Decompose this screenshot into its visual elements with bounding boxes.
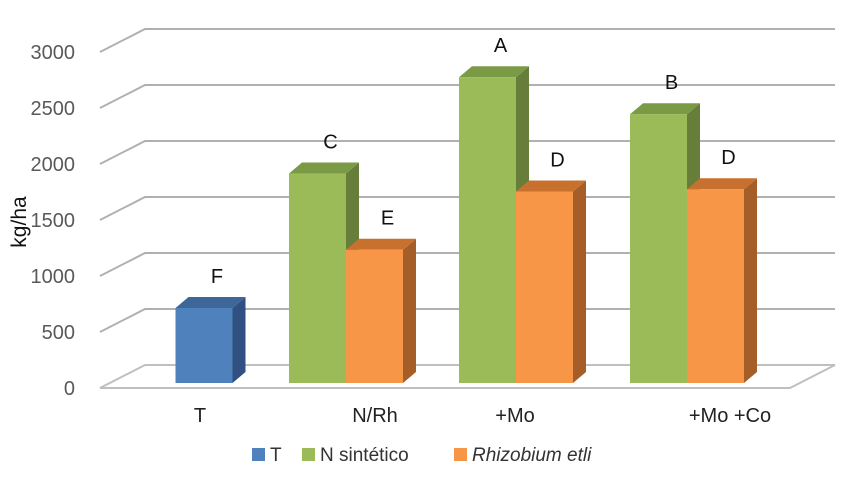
legend-label: Rhizobium etli [472,445,592,466]
x-tick-label: N/Rh [352,405,398,427]
y-tick-label: 2500 [31,98,76,120]
y-tick-label: 3000 [31,42,76,64]
gridline [99,252,835,277]
gridline [99,196,835,221]
bar-top [346,238,416,250]
bar-side [403,238,416,383]
bar-side [232,296,246,383]
significance-label: F [211,266,223,288]
bar-top [516,180,586,192]
significance-label: D [721,147,735,169]
gridline [99,84,835,109]
significance-label: B [665,72,678,94]
significance-label: D [550,149,564,171]
bar-front [175,307,233,383]
bar-t-t [175,296,246,383]
bar-front [346,249,403,383]
bar-top [459,66,529,78]
y-tick-label: 2000 [31,154,76,176]
legend-label: T [270,445,282,466]
legend-swatch [302,448,315,461]
gridline [99,308,835,333]
bar-rhizobium-etli-nrh [346,238,416,383]
significance-label: C [323,132,337,154]
legend-swatch [454,448,467,461]
y-tick-label: 1000 [31,266,76,288]
bar-n-sintético-nrh [289,162,359,383]
gridline [99,28,835,53]
bar-side [744,178,757,383]
bar-top [687,178,757,190]
bar-top [175,296,246,308]
bar-top [630,103,700,115]
x-tick-label: T [194,405,206,427]
bar-rhizobium-etli-mo [516,180,586,383]
bar-rhizobium-etli-moco [687,178,757,383]
y-axis-label: kg/ha [8,196,31,248]
y-tick-label: 500 [42,322,75,344]
bar-front [289,173,346,383]
x-tick-label: +Mo +Co [689,405,771,427]
bar-n-sintético-mo [459,66,529,384]
legend: T N sintético Rhizobium etli [252,445,592,466]
significance-label: A [494,35,508,57]
bar-front [516,191,573,383]
bar-front [687,189,744,383]
legend-label: N sintético [320,445,409,466]
bar-front [459,77,516,384]
gridline [99,140,835,165]
y-tick-label: 1500 [31,210,76,232]
y-tick-label: 0 [64,378,75,400]
bar-side [573,180,586,383]
x-tick-label: +Mo [495,405,534,427]
significance-label: E [381,208,394,230]
bar-front [630,114,687,383]
floor [99,364,836,389]
bar-top [289,162,359,174]
legend-swatch [252,448,265,461]
